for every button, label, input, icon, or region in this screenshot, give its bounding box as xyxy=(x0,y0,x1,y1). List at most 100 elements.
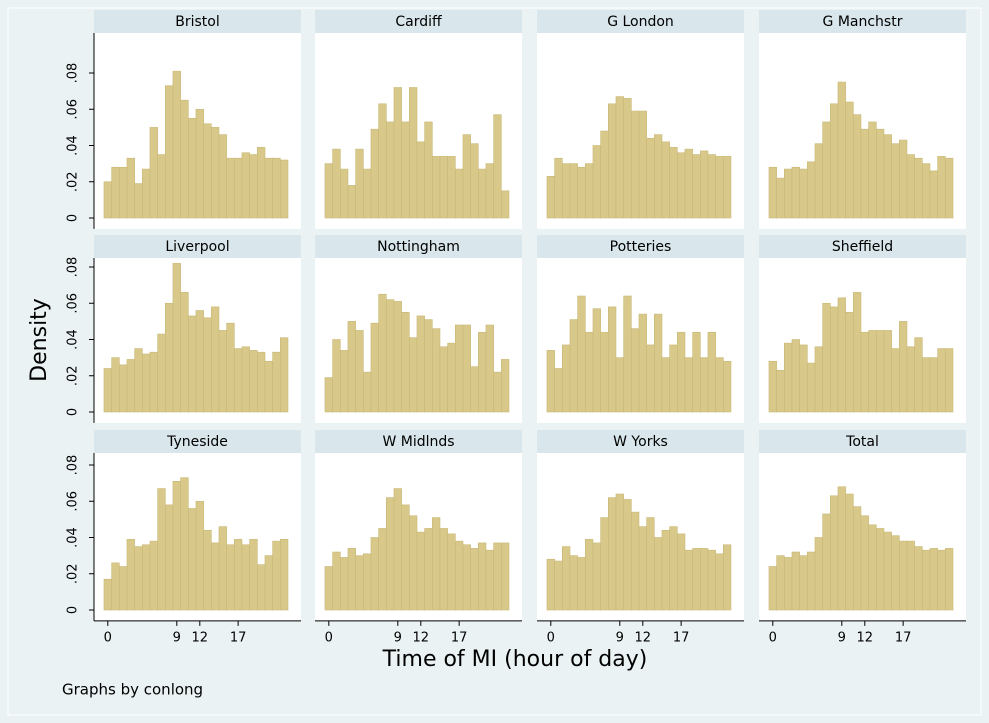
bar xyxy=(180,292,189,413)
bar xyxy=(860,331,869,413)
bar xyxy=(630,328,640,413)
bar xyxy=(546,558,555,611)
bar xyxy=(424,528,433,611)
bar xyxy=(852,506,862,611)
bar xyxy=(707,331,716,413)
bar xyxy=(385,121,395,219)
bar xyxy=(385,497,395,611)
bar xyxy=(837,297,846,413)
bar xyxy=(195,500,204,611)
y-tick-label: .06 xyxy=(66,293,81,314)
bar xyxy=(906,540,915,611)
bar xyxy=(264,157,273,219)
bar xyxy=(157,333,166,413)
bar xyxy=(776,177,785,219)
bar xyxy=(722,544,732,611)
y-tick-label: 0 xyxy=(66,214,81,222)
bar xyxy=(477,331,487,413)
bar xyxy=(806,161,816,219)
bar xyxy=(485,549,494,611)
bar xyxy=(898,139,908,219)
bar xyxy=(241,152,250,219)
bar xyxy=(249,350,258,413)
bar xyxy=(883,134,892,219)
bar xyxy=(485,324,494,413)
bar xyxy=(699,548,709,611)
bar xyxy=(234,539,243,611)
bar xyxy=(111,562,120,611)
bar xyxy=(891,348,900,413)
x-tick-label: 12 xyxy=(635,630,652,645)
bar xyxy=(332,339,341,413)
bar xyxy=(355,148,364,219)
bar xyxy=(799,344,808,413)
bar xyxy=(142,353,151,413)
bar xyxy=(814,346,823,413)
bar xyxy=(829,495,839,611)
bar xyxy=(157,154,166,219)
bar xyxy=(332,148,341,219)
bar xyxy=(868,330,877,413)
bar xyxy=(875,128,885,219)
bar xyxy=(347,548,356,611)
bar xyxy=(401,121,410,219)
x-tick-label: 9 xyxy=(394,630,402,645)
y-tick-label: .08 xyxy=(66,455,81,476)
bar xyxy=(692,548,701,611)
bar xyxy=(669,344,678,413)
bar xyxy=(119,364,128,413)
x-tick-label: 9 xyxy=(616,630,624,645)
bar xyxy=(165,504,174,611)
bar xyxy=(119,166,128,219)
bar xyxy=(111,166,120,219)
x-tick-label: 0 xyxy=(104,630,112,645)
bar xyxy=(470,143,479,219)
bar xyxy=(149,351,158,413)
bar xyxy=(165,85,174,219)
bar xyxy=(347,185,356,219)
bar xyxy=(470,366,479,413)
bar xyxy=(211,127,220,219)
bar xyxy=(103,181,112,219)
bar xyxy=(822,121,831,219)
bar xyxy=(393,488,402,611)
bar xyxy=(684,549,693,611)
bar xyxy=(272,351,281,413)
bar xyxy=(768,566,777,611)
bar xyxy=(256,351,266,413)
bar xyxy=(134,546,143,611)
bar xyxy=(707,154,716,219)
strip xyxy=(537,430,744,453)
bar xyxy=(822,513,831,611)
bar xyxy=(493,371,502,413)
bar xyxy=(868,524,877,611)
bar xyxy=(592,308,601,413)
bar xyxy=(822,302,831,413)
bar xyxy=(439,156,448,219)
bar xyxy=(211,542,220,611)
bar xyxy=(477,168,487,219)
bar xyxy=(929,170,938,219)
bar xyxy=(799,168,808,219)
bar xyxy=(447,156,456,219)
bar xyxy=(355,555,364,611)
bar xyxy=(891,143,900,219)
bar xyxy=(692,154,701,219)
bar xyxy=(211,306,220,413)
bar xyxy=(332,551,341,611)
bar xyxy=(806,362,816,413)
bar xyxy=(431,156,441,219)
bar xyxy=(439,346,448,413)
bar xyxy=(607,306,617,413)
bar xyxy=(134,348,143,413)
bar xyxy=(699,150,709,219)
bar xyxy=(500,359,510,413)
bar xyxy=(768,360,777,413)
bar xyxy=(226,157,235,219)
y-tick-label: .06 xyxy=(66,99,81,120)
bar xyxy=(500,542,510,611)
strip xyxy=(315,235,522,258)
bar xyxy=(339,350,349,413)
bar xyxy=(937,348,946,413)
